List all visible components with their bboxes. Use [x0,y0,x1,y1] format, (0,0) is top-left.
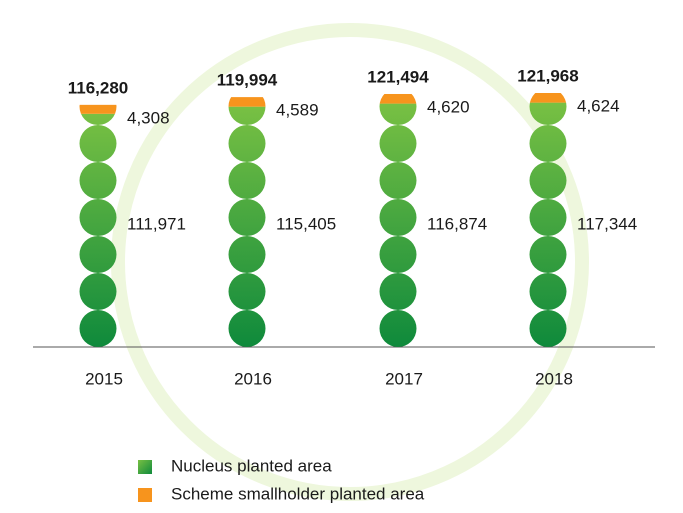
nucleus-label: 111,971 [127,214,186,233]
nucleus-label: 115,405 [276,214,336,233]
column [379,94,418,347]
total-label: 121,968 [517,66,578,85]
bar-segment [529,93,568,103]
x-tick-label: 2015 [85,369,123,388]
bar-segment [79,114,118,347]
legend-swatch [138,488,152,502]
legend-label: Nucleus planted area [171,456,332,475]
x-tick-label: 2016 [234,369,272,388]
bar-segment [79,105,118,114]
column [79,105,118,347]
bar-segment [228,97,267,107]
chart: 111,971 4,308 116,280 2015 115,405 4,589 119,9… [0,0,683,513]
column [228,97,267,347]
x-tick-label: 2017 [385,369,423,388]
legend-swatch [138,460,152,474]
scheme-label: 4,308 [127,108,170,127]
scheme-label: 4,620 [427,97,470,116]
total-label: 116,280 [68,78,129,97]
legend-label: Scheme smallholder planted area [171,484,425,503]
bar-segment [228,107,267,347]
scheme-label: 4,589 [276,101,319,120]
bar-segment [529,103,568,347]
total-label: 119,994 [217,71,278,90]
column [529,93,568,347]
x-tick-label: 2018 [535,369,573,388]
total-label: 121,494 [367,67,429,86]
background-ring [118,30,582,494]
scheme-label: 4,624 [577,96,620,115]
nucleus-label: 117,344 [577,214,637,233]
bar-segment [379,94,418,104]
nucleus-label: 116,874 [427,214,487,233]
bar-segment [379,104,418,347]
